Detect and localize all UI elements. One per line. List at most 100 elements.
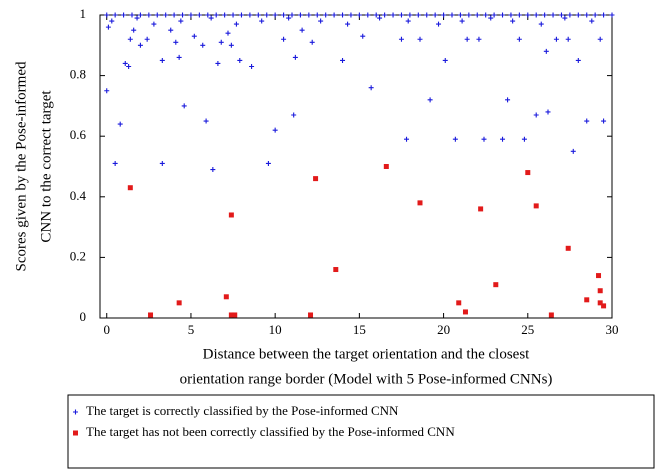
point bbox=[134, 15, 140, 21]
point bbox=[210, 167, 216, 173]
legend-marker bbox=[73, 430, 78, 436]
point bbox=[382, 12, 388, 18]
point bbox=[538, 21, 544, 27]
point bbox=[127, 36, 133, 42]
point bbox=[516, 36, 522, 42]
point bbox=[313, 176, 319, 182]
point bbox=[233, 21, 239, 27]
point bbox=[299, 27, 305, 33]
point bbox=[456, 300, 462, 306]
point bbox=[173, 39, 179, 45]
point bbox=[225, 30, 231, 36]
point bbox=[584, 297, 590, 303]
point bbox=[575, 57, 581, 63]
point bbox=[417, 36, 423, 42]
point bbox=[525, 170, 531, 176]
x-tick-label: 25 bbox=[521, 322, 534, 337]
point bbox=[191, 33, 197, 39]
point bbox=[331, 12, 337, 18]
point bbox=[137, 42, 143, 48]
point bbox=[483, 12, 489, 18]
point bbox=[432, 12, 438, 18]
point bbox=[151, 21, 157, 27]
point bbox=[146, 12, 152, 18]
point bbox=[575, 12, 581, 18]
point bbox=[510, 18, 516, 24]
point bbox=[213, 12, 219, 18]
y-tick-label: 0 bbox=[80, 309, 87, 324]
point bbox=[596, 273, 602, 279]
point bbox=[558, 12, 564, 18]
point bbox=[306, 12, 312, 18]
point bbox=[441, 12, 447, 18]
legend-marker bbox=[73, 409, 78, 415]
point bbox=[208, 15, 214, 21]
point bbox=[405, 18, 411, 24]
point bbox=[218, 39, 224, 45]
point bbox=[297, 12, 303, 18]
point bbox=[203, 118, 209, 124]
point bbox=[377, 15, 383, 21]
point bbox=[232, 312, 238, 318]
x-tick-label: 15 bbox=[353, 322, 366, 337]
point bbox=[424, 12, 430, 18]
point bbox=[230, 12, 236, 18]
point bbox=[601, 118, 607, 124]
point bbox=[109, 18, 115, 24]
point bbox=[553, 36, 559, 42]
point bbox=[584, 118, 590, 124]
point bbox=[457, 12, 463, 18]
point bbox=[427, 97, 433, 103]
point bbox=[550, 12, 556, 18]
point bbox=[466, 12, 472, 18]
point bbox=[318, 18, 324, 24]
point bbox=[390, 12, 396, 18]
point bbox=[545, 109, 551, 115]
point bbox=[309, 39, 315, 45]
x-axis-label: Distance between the target orientation … bbox=[203, 346, 531, 362]
x-tick-label: 20 bbox=[437, 322, 450, 337]
point bbox=[533, 112, 539, 118]
point bbox=[121, 12, 127, 18]
point bbox=[112, 160, 118, 166]
point bbox=[222, 12, 228, 18]
point bbox=[238, 12, 244, 18]
point bbox=[356, 12, 362, 18]
point bbox=[228, 42, 234, 48]
point bbox=[291, 112, 297, 118]
point bbox=[464, 36, 470, 42]
point bbox=[415, 12, 421, 18]
y-tick-label: 0.8 bbox=[70, 67, 86, 82]
point bbox=[314, 12, 320, 18]
point bbox=[205, 12, 211, 18]
point bbox=[176, 300, 182, 306]
point bbox=[180, 12, 186, 18]
point bbox=[122, 60, 128, 66]
point bbox=[159, 57, 165, 63]
point bbox=[360, 33, 366, 39]
point bbox=[417, 200, 423, 206]
point bbox=[476, 36, 482, 42]
point bbox=[609, 12, 615, 18]
x-tick-label: 30 bbox=[606, 322, 619, 337]
point bbox=[168, 27, 174, 33]
point bbox=[176, 54, 182, 60]
point bbox=[323, 12, 329, 18]
point bbox=[223, 294, 229, 300]
point bbox=[264, 12, 270, 18]
y-axis-label: Scores given by the Pose-informed bbox=[13, 61, 29, 271]
point bbox=[154, 12, 160, 18]
point bbox=[148, 312, 154, 318]
point bbox=[117, 121, 123, 127]
point bbox=[171, 12, 177, 18]
point bbox=[505, 97, 511, 103]
point bbox=[491, 12, 497, 18]
point bbox=[493, 282, 499, 288]
point bbox=[601, 12, 607, 18]
point bbox=[488, 15, 494, 21]
point bbox=[104, 12, 110, 18]
point bbox=[404, 136, 410, 142]
x-tick-label: 10 bbox=[269, 322, 282, 337]
